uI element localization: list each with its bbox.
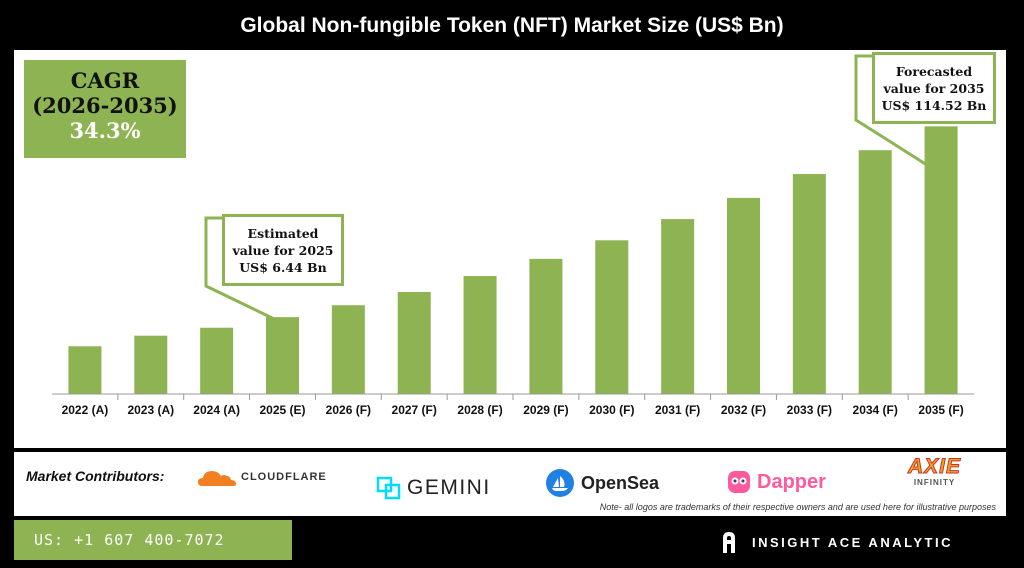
cagr-period: (2026-2035) [32,93,178,118]
bar-chart: 2022 (A) 2023 (A) 2024 (A) 2025 (E) 2026 (F)… [52,54,974,417]
cloudflare-logo: CLOUDFLARE [196,466,327,488]
bar-2029-f [529,258,563,394]
cloud-icon [198,471,236,486]
dapper-text: Dapper [757,470,826,493]
gemini-text: GEMINI [407,476,491,499]
gemini-logo: GEMINI [376,476,491,500]
estimated-callout: Estimated value for 2025 US$ 6.44 Bn [222,214,344,286]
bar-2023-a [134,335,168,394]
bar-2035-f [924,126,958,394]
bar-2030-f [595,240,629,394]
gemini-icon [376,476,401,500]
estimated-callout-line3: US$ 6.44 Bn [239,260,327,275]
cagr-label: CAGR [70,68,140,93]
contributors-label: Market Contributors: [26,468,165,484]
x-tick-label: 2024 (A) [193,403,240,417]
dapper-logo: Dapper [727,470,826,494]
x-tick-label: 2035 (F) [918,403,963,417]
bar-2025-e [266,317,299,394]
axie-icon: AXIE [907,455,962,478]
estimated-callout-line1: Estimated [247,226,319,241]
forecasted-callout: Forecasted value for 2035 US$ 114.52 Bn [872,52,996,124]
x-tick-label: 2028 (F) [457,403,502,417]
bar-2024-a [200,327,234,394]
estimated-callout-line2: value for 2025 [232,243,334,258]
opensea-text: OpenSea [581,472,660,493]
brand-footer: INSIGHT ACE ANALYTIC [720,528,953,556]
brand-name: INSIGHT ACE ANALYTIC [752,534,953,550]
x-tick-label: 2030 (F) [589,403,634,417]
dapper-icon [728,471,750,493]
chart-panel: 2022 (A) 2023 (A) 2024 (A) 2025 (E) 2026 (F)… [14,50,1006,448]
x-tick-label: 2034 (F) [853,403,898,417]
trademark-note: Note- all logos are trademarks of their … [599,502,996,512]
forecasted-callout-line1: Forecasted [895,64,973,79]
x-tick-label: 2022 (A) [62,403,109,417]
opensea-icon [546,469,574,497]
bar-2033-f [792,174,826,394]
forecasted-callout-leader [854,54,938,173]
x-tick-label: 2032 (F) [721,403,766,417]
forecasted-callout-line3: US$ 114.52 Bn [881,98,987,113]
bar-2034-f [858,150,892,394]
market-contributors: Market Contributors: CLOUDFLARE GEMINI O… [14,452,1006,516]
bar-2031-f [661,219,695,394]
x-tick-label: 2025 (E) [259,403,305,417]
cagr-box: CAGR (2026-2035) 34.3% [24,60,186,158]
estimated-callout-leader [204,216,276,321]
bar-2027-f [397,291,431,394]
x-tick-label: 2027 (F) [392,403,437,417]
x-tick-label: 2023 (A) [127,403,174,417]
bar-2028-f [463,276,497,394]
forecasted-callout-line2: value for 2035 [883,81,985,96]
insight-ace-logo-icon [723,532,735,553]
x-tick-label: 2029 (F) [523,403,568,417]
axie-logo: AXIE INFINITY [907,455,962,487]
cloudflare-text: CLOUDFLARE [241,471,327,483]
bar-2022-a [68,346,102,394]
opensea-logo: OpenSea [545,468,659,498]
phone-number: US: +1 607 400-7072 [14,520,292,560]
x-tick-label: 2031 (F) [655,403,700,417]
cagr-value: 34.3% [69,118,141,143]
axie-sub-text: INFINITY [913,478,956,487]
bar-2026-f [331,305,365,394]
bar-2032-f [727,197,760,394]
x-tick-label: 2033 (F) [787,403,832,417]
chart-title: Global Non-fungible Token (NFT) Market S… [240,14,784,37]
x-tick-label: 2026 (F) [326,403,371,417]
